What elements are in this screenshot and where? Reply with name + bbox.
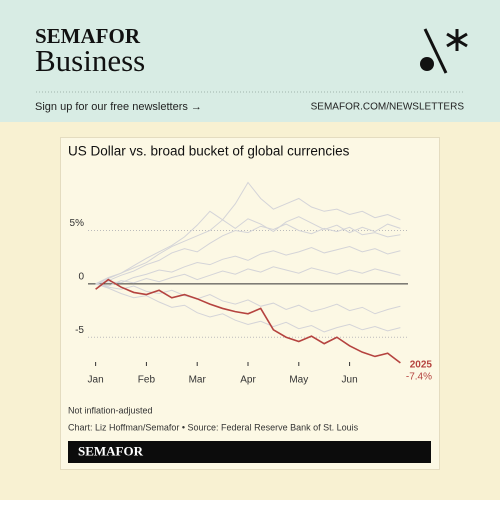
x-tick-label: Apr [240,375,256,386]
signup-link[interactable]: Sign up for our free newsletters → [35,101,202,113]
section-title: Business [35,43,145,78]
x-tick-label: Jun [342,375,358,386]
y-tick-label: 0 [78,272,84,283]
series-line [95,283,401,333]
header-bg [0,0,500,122]
series-line [95,181,401,285]
value-label: -7.4% [406,372,432,383]
x-tick-label: Feb [138,375,156,386]
chart-title: US Dollar vs. broad bucket of global cur… [68,144,350,159]
x-tick-label: May [289,375,308,386]
x-tick-label: Mar [189,375,207,386]
plot: 5% 0 -5 Jan Feb Mar Apr May Jun 2025-7.4% [70,181,433,386]
footer-bar [68,441,431,463]
newsletter-url[interactable]: SEMAFOR.COM/NEWSLETTERS [311,102,465,113]
brand: SEMAFOR [35,24,141,48]
chart-card [60,137,440,470]
y-tick-label: 5% [70,218,85,229]
chart-source: Chart: Liz Hoffman/Semafor • Source: Fed… [68,422,359,432]
series-line [95,210,401,285]
logo-asterisk [446,29,468,51]
logo-dot [420,57,434,71]
series-line [95,266,401,287]
footer-brand: SEMAFOR [78,443,144,458]
x-tick-label: Jan [88,375,104,386]
series-label: 2025 [410,360,433,371]
y-tick-label: -5 [75,325,84,336]
series-line [95,245,401,285]
chart-note: Not inflation-adjusted [68,405,153,415]
series-line [95,283,401,315]
series-line [95,223,401,285]
logo-slash [423,28,448,74]
series-line [95,278,401,364]
